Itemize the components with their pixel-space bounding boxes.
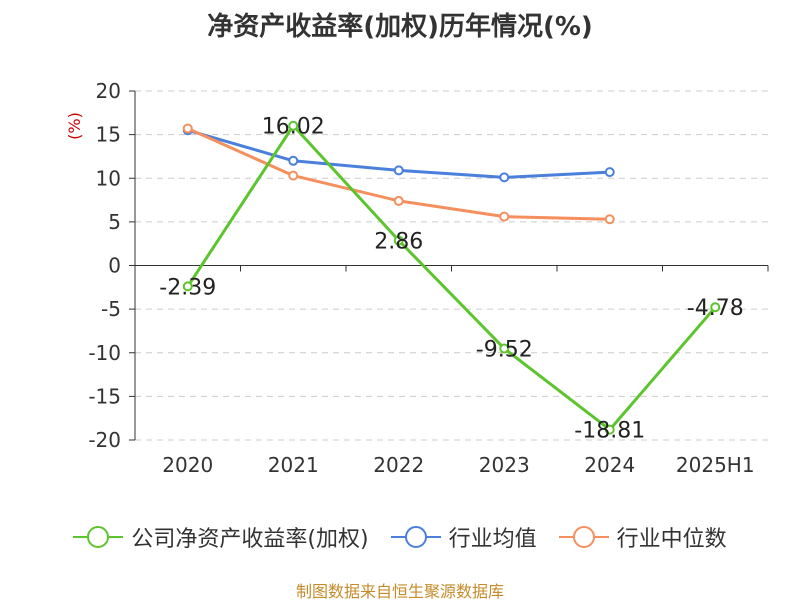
x-tick-label: 2020 [162, 453, 213, 477]
y-tick-label: 10 [96, 166, 121, 190]
data-point [182, 281, 193, 292]
data-label: -9.52 [476, 338, 533, 363]
data-point [393, 235, 404, 246]
legend-item[interactable]: 行业中位数 [558, 521, 727, 553]
data-point [604, 214, 615, 225]
series-line-0 [186, 124, 717, 432]
data-label: -18.81 [574, 419, 645, 444]
y-axis-label: (%) [65, 112, 84, 140]
chart-title: 净资产收益率(加权)历年情况(%) [207, 12, 593, 42]
y-tick-label: -10 [88, 341, 121, 365]
data-label: -4.78 [687, 296, 744, 321]
data-point [499, 211, 510, 222]
legend-label: 公司净资产收益率(加权) [131, 527, 369, 552]
x-tick-label: 2021 [268, 453, 319, 477]
y-tick-label: 0 [108, 254, 121, 278]
data-point [393, 195, 404, 206]
legend-label: 行业中位数 [616, 527, 727, 552]
legend-swatch-icon [558, 526, 609, 548]
y-tick-label: -20 [88, 428, 121, 452]
y-tick-label: 5 [108, 210, 121, 234]
legend-item[interactable]: 行业均值 [390, 521, 537, 553]
x-tick-label: 2023 [479, 453, 530, 477]
data-label: 16.02 [262, 115, 325, 140]
data-point [288, 170, 299, 181]
y-tick-label: -5 [101, 297, 121, 321]
y-tick-label: 15 [96, 123, 121, 147]
legend-item[interactable]: 公司净资产收益率(加权) [73, 521, 369, 553]
data-point [710, 302, 721, 313]
x-tick-label: 2024 [584, 453, 635, 477]
data-label: 2.86 [374, 230, 423, 255]
legend-swatch-icon [390, 526, 441, 548]
source-note: 制图数据来自恒生聚源数据库 [295, 582, 504, 601]
data-point [182, 123, 193, 134]
data-point [288, 155, 299, 166]
data-point [499, 343, 510, 354]
data-point [393, 165, 404, 176]
legend-swatch-icon [73, 526, 124, 548]
data-point [288, 120, 299, 131]
x-tick-label: 2025H1 [676, 453, 755, 477]
data-point [604, 167, 615, 178]
y-tick-label: 20 [96, 79, 121, 103]
legend: 公司净资产收益率(加权) 行业均值 行业中位数 [0, 520, 800, 554]
legend-label: 行业均值 [448, 527, 537, 552]
y-tick-label: -15 [88, 384, 121, 408]
data-label: -2.39 [159, 275, 216, 300]
x-tick-label: 2022 [373, 453, 424, 477]
data-point [604, 424, 615, 435]
data-point [499, 172, 510, 183]
